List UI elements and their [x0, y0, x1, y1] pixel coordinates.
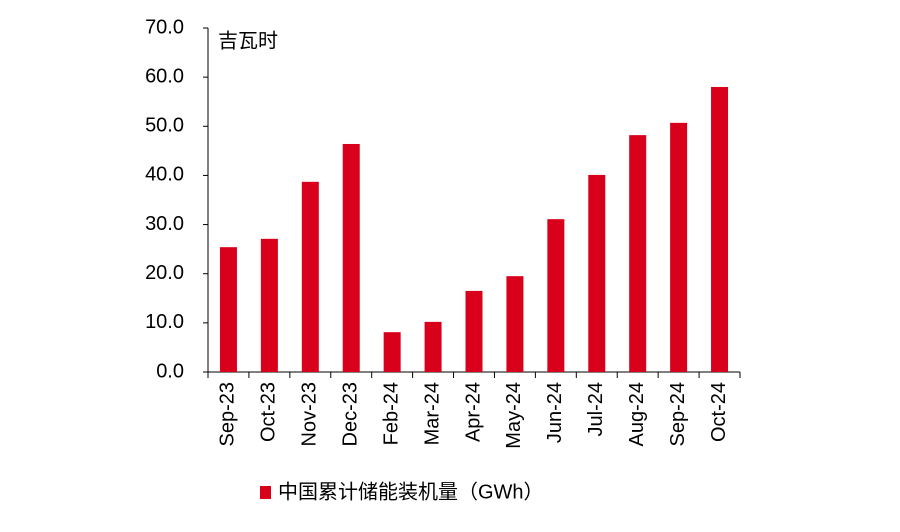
y-tick-label: 10.0 [145, 311, 184, 333]
x-tick-label: Oct-24 [708, 382, 730, 442]
bar [260, 238, 278, 372]
bar [506, 276, 524, 372]
x-tick-label: Sep-24 [667, 382, 689, 447]
y-tick-label: 60.0 [145, 65, 184, 87]
x-tick-label: Jun-24 [544, 382, 566, 443]
y-tick-label: 50.0 [145, 115, 184, 137]
x-tick-label: Aug-24 [626, 382, 648, 447]
bar [465, 290, 483, 372]
x-tick-label: May-24 [503, 382, 525, 449]
bar [588, 174, 606, 372]
bar [383, 332, 401, 372]
y-tick-label: 40.0 [145, 164, 184, 186]
x-tick-label: Apr-24 [462, 382, 484, 442]
bar [711, 86, 729, 372]
y-tick-label: 70.0 [145, 16, 184, 38]
legend-swatch [260, 486, 271, 499]
bar [629, 135, 647, 372]
y-tick-label: 20.0 [145, 262, 184, 284]
unit-label: 吉瓦时 [218, 29, 278, 52]
x-tick-label: Jul-24 [585, 382, 607, 436]
y-tick-label: 0.0 [156, 360, 184, 382]
bar [670, 122, 688, 373]
x-tick-label: Mar-24 [421, 382, 443, 445]
x-tick-label: Feb-24 [380, 382, 402, 445]
bar [547, 219, 565, 372]
bar [219, 247, 237, 372]
legend-label: 中国累计储能装机量（GWh） [278, 480, 544, 503]
x-tick-label: Nov-23 [299, 382, 321, 446]
x-tick-label: Dec-23 [340, 382, 362, 446]
bar [424, 321, 442, 372]
bar [301, 181, 319, 372]
y-tick-label: 30.0 [145, 213, 184, 235]
bar [342, 143, 360, 372]
x-tick-label: Oct-23 [258, 382, 280, 442]
x-tick-label: Sep-23 [217, 382, 239, 447]
